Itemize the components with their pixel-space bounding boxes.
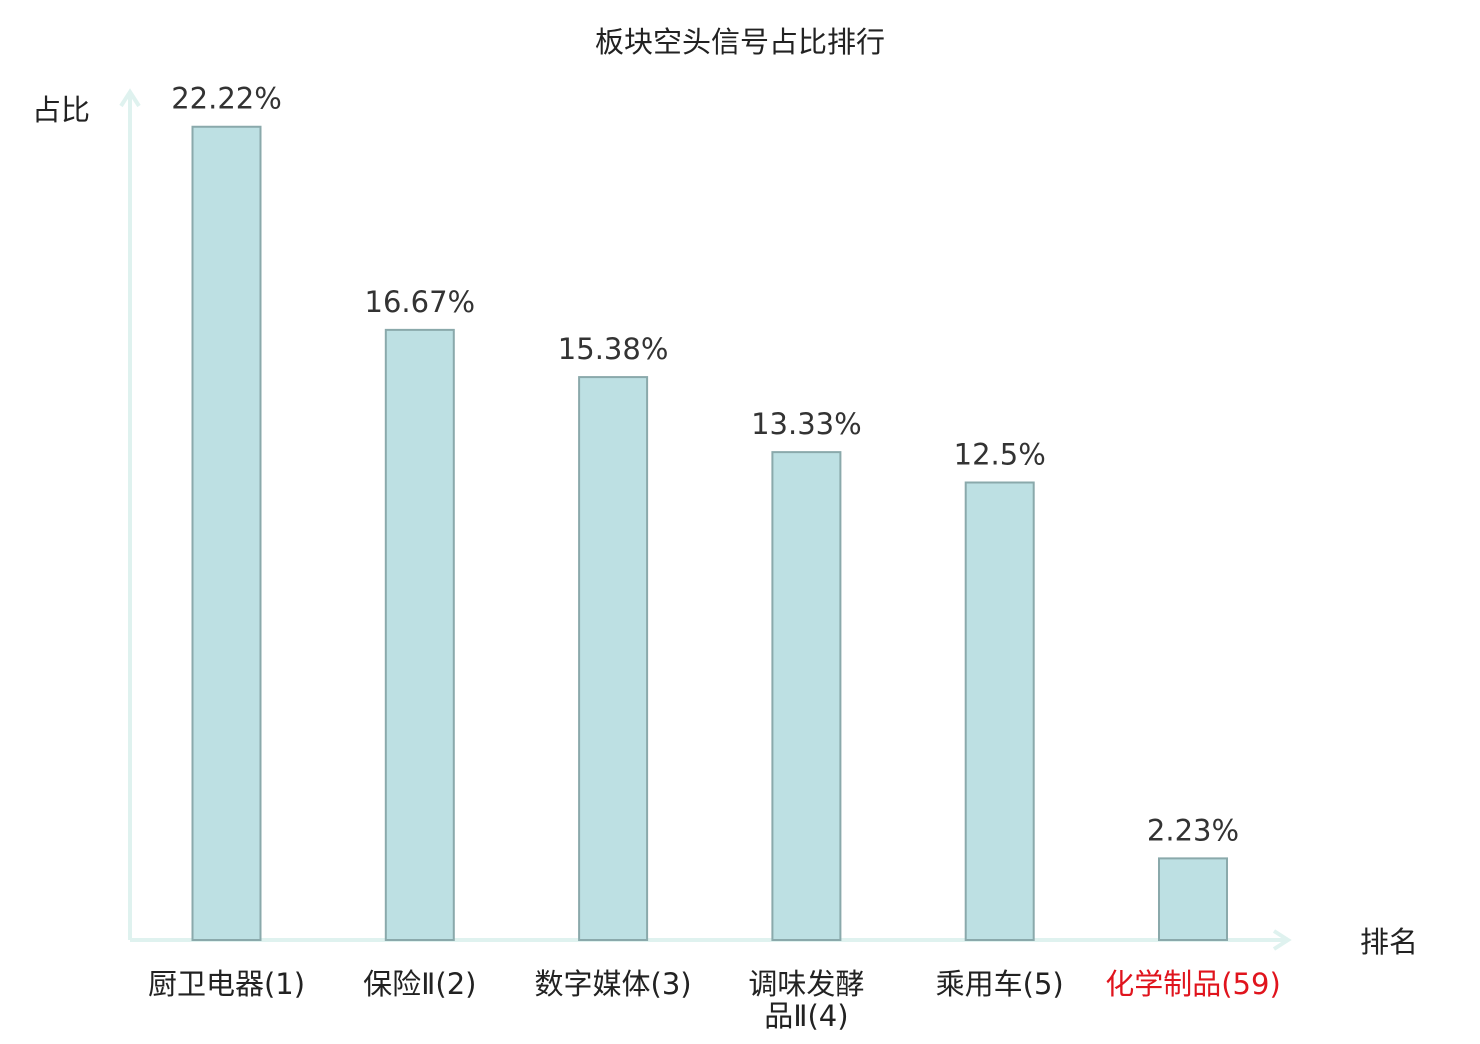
bar-value-label: 15.38% — [558, 332, 669, 366]
bar-value-label: 13.33% — [751, 407, 862, 441]
value-labels-group: 22.22% 16.67% 15.38% 13.33% 12.5% 2.23% — [171, 82, 1239, 848]
x-axis-label: 排名 — [1360, 925, 1418, 959]
bars-group — [191, 125, 1228, 942]
axes — [119, 88, 1292, 951]
category-tick-label: 化学制品(59) — [1105, 967, 1281, 1001]
chart-title: 板块空头信号占比排行 — [595, 25, 885, 59]
category-tick-label: 数字媒体(3) — [535, 967, 692, 1001]
category-tick-label: 调味发酵 — [748, 967, 864, 1001]
bar — [1158, 857, 1228, 942]
x-axis-arrow — [1272, 929, 1292, 951]
bar — [771, 451, 842, 941]
category-tick-label: 保险Ⅱ(2) — [363, 967, 476, 1001]
category-tick-label: 品Ⅱ(4) — [764, 999, 848, 1033]
bar-value-label: 16.67% — [365, 285, 476, 319]
bar — [578, 376, 649, 942]
y-axis-arrow — [119, 88, 141, 108]
bar-value-label: 22.22% — [171, 82, 282, 116]
bar — [964, 481, 1035, 941]
bar — [191, 125, 262, 942]
bar — [384, 328, 455, 941]
bar-value-label: 12.5% — [954, 438, 1046, 472]
bar-value-label: 2.23% — [1147, 813, 1239, 847]
y-axis-label: 占比 — [32, 93, 90, 127]
category-tick-label: 乘用车(5) — [936, 967, 1064, 1001]
category-tick-label: 厨卫电器(1) — [148, 967, 305, 1001]
